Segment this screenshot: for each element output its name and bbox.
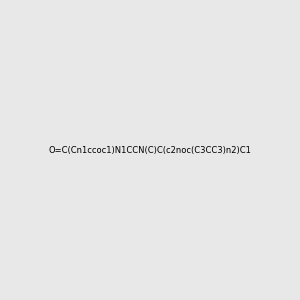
Text: O=C(Cn1ccoc1)N1CCN(C)C(c2noc(C3CC3)n2)C1: O=C(Cn1ccoc1)N1CCN(C)C(c2noc(C3CC3)n2)C1 (49, 146, 251, 154)
